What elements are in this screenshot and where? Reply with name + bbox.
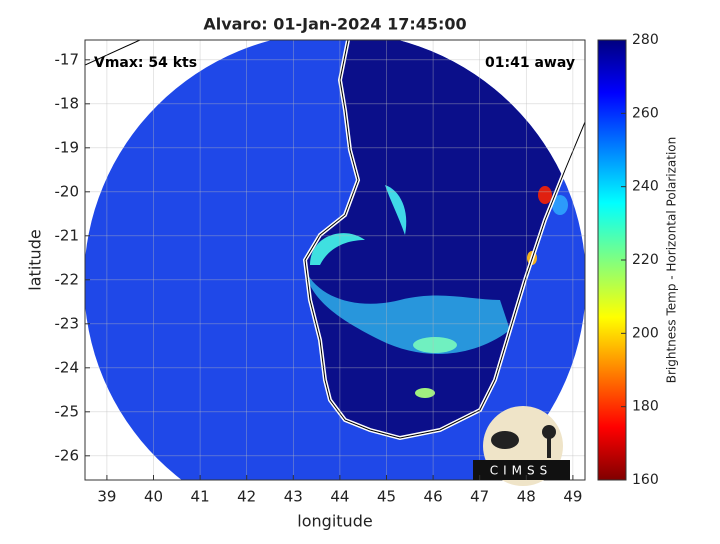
colorbar-tick-label: 160 — [632, 472, 659, 488]
logo: CIMSS — [473, 406, 570, 486]
colorbar-tick-label: 180 — [632, 399, 659, 415]
title: Alvaro: 01-Jan-2024 17:45:00 — [203, 15, 466, 34]
rain-band — [385, 185, 407, 235]
colorbar-tick-label: 200 — [632, 325, 659, 341]
y-tick-label: -23 — [55, 314, 80, 332]
x-tick-label: 39 — [97, 488, 116, 506]
y-tick-label: -18 — [55, 94, 80, 112]
rain-band — [305, 270, 510, 354]
coastline — [304, 40, 585, 439]
convection — [413, 337, 457, 353]
colorbar-tick-label: 280 — [632, 32, 659, 48]
colorbar-tick-label: 260 — [632, 105, 659, 121]
y-axis-label: latitude — [26, 229, 45, 290]
plot-frame — [84, 39, 586, 481]
x-tick-label: 43 — [284, 488, 303, 506]
convection — [552, 195, 568, 215]
logo-dish — [491, 431, 519, 449]
vmax-annotation: Vmax: 54 kts — [94, 55, 197, 71]
image-layer — [85, 40, 585, 480]
colorbar-tick-label: 240 — [632, 179, 659, 195]
x-tick-label: 44 — [330, 488, 349, 506]
y-tick-label: -25 — [55, 402, 80, 420]
x-tick-label: 49 — [563, 488, 582, 506]
x-tick-label: 45 — [377, 488, 396, 506]
colorbar-tick-label: 220 — [632, 252, 659, 268]
y-tick-label: -22 — [55, 270, 80, 288]
y-tick-label: -24 — [55, 358, 80, 376]
x-tick-label: 42 — [237, 488, 256, 506]
x-tick-label: 47 — [470, 488, 489, 506]
y-tick-label: -26 — [55, 446, 80, 464]
y-tick-label: -19 — [55, 138, 80, 156]
eyewall — [310, 233, 365, 265]
y-tick-label: -21 — [55, 226, 80, 244]
logo-text: CIMSS — [490, 464, 553, 478]
x-axis-label: longitude — [297, 512, 372, 531]
time-annotation: 01:41 away — [485, 55, 575, 71]
coastline — [85, 40, 141, 66]
x-tick-label: 46 — [424, 488, 443, 506]
y-tick-label: -20 — [55, 182, 80, 200]
y-tick-label: -17 — [55, 50, 80, 68]
x-tick-label: 41 — [191, 488, 210, 506]
logo-tower — [547, 432, 551, 458]
x-tick-label: 48 — [517, 488, 536, 506]
colorbar-label: Brightness Temp - Horizontal Polarizatio… — [665, 137, 679, 384]
convection — [415, 388, 435, 398]
logo-bar — [473, 460, 570, 480]
convection — [538, 186, 552, 204]
x-tick-label: 40 — [144, 488, 163, 506]
